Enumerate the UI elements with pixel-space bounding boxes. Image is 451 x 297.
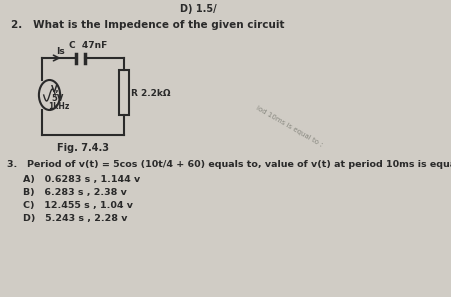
- Text: A)   0.6283 s , 1.144 v: A) 0.6283 s , 1.144 v: [23, 175, 140, 184]
- Text: 5V: 5V: [51, 94, 63, 103]
- Text: D) 1.5/: D) 1.5/: [180, 4, 217, 14]
- Text: C)   12.455 s , 1.04 v: C) 12.455 s , 1.04 v: [23, 201, 133, 210]
- Text: V,: V,: [51, 85, 60, 94]
- Text: 1kHz: 1kHz: [48, 102, 69, 111]
- Text: Fig. 7.4.3: Fig. 7.4.3: [57, 143, 109, 153]
- Text: iod 10ms is equal to :: iod 10ms is equal to :: [255, 105, 323, 148]
- Text: R 2.2kΩ: R 2.2kΩ: [131, 89, 170, 97]
- Bar: [119, 70, 129, 115]
- Text: 3.   Period of v(t) = 5cos (10t/4 + 60) equals to, value of v(t) at period 10ms : 3. Period of v(t) = 5cos (10t/4 + 60) eq…: [7, 160, 451, 169]
- Text: C  47nF: C 47nF: [69, 41, 108, 50]
- Text: 2.   What is the Impedence of the given circuit: 2. What is the Impedence of the given ci…: [11, 20, 284, 30]
- Text: D)   5.243 s , 2.28 v: D) 5.243 s , 2.28 v: [23, 214, 127, 223]
- Text: B)   6.283 s , 2.38 v: B) 6.283 s , 2.38 v: [23, 188, 127, 197]
- Text: Is: Is: [56, 47, 64, 56]
